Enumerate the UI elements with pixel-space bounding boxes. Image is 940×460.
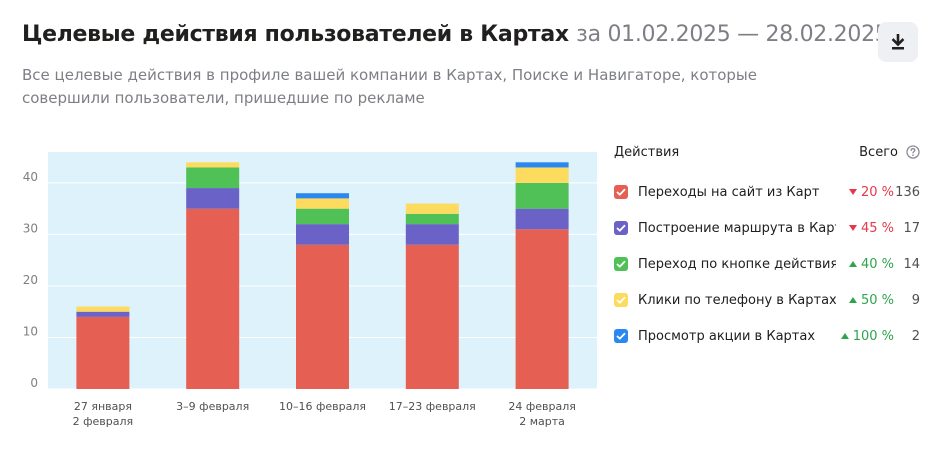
y-tick-label: 20 (23, 273, 38, 287)
triangle-down-icon (848, 225, 857, 231)
legend-item-delta: 20 % (840, 185, 894, 200)
x-tick-label: 2 февраля (73, 415, 134, 428)
page-subtitle: Все целевые действия в профиле вашей ком… (22, 66, 757, 107)
y-tick-label: 40 (23, 170, 38, 184)
bar-segment (76, 311, 130, 317)
legend-item-delta: 45 % (840, 221, 894, 236)
bar-segment (186, 188, 240, 209)
triangle-up-icon (848, 297, 857, 303)
legend-item-delta-value: 40 % (860, 256, 894, 272)
bar-segment (186, 162, 240, 168)
legend-item[interactable]: Построение маршрута в Картах 45 % 17 (614, 210, 920, 246)
x-tick-label: 2 марта (519, 415, 565, 428)
legend-item-delta-value: 100 % (852, 328, 894, 344)
bar-segment (296, 244, 349, 389)
title-text: Целевые действия пользователей в Картах (22, 22, 569, 47)
legend-item-delta-value: 20 % (860, 184, 894, 200)
legend-item-label: Построение маршрута в Картах (638, 220, 836, 236)
bar-segment (515, 167, 569, 183)
legend-item-delta-value: 50 % (860, 292, 894, 308)
x-tick-label: 3–9 февраля (176, 400, 249, 413)
bar-segment (405, 203, 459, 214)
legend-item-total: 14 (903, 256, 920, 272)
x-tick-label: 27 января (74, 400, 132, 413)
legend-item[interactable]: Просмотр акции в Картах 100 % 2 (614, 318, 920, 354)
legend-item-label: Переход по кнопке действия из Карт (638, 256, 836, 272)
legend-item-label: Просмотр акции в Картах (638, 328, 816, 344)
period-text: за 01.02.2025 — 28.02.2025 (576, 22, 889, 47)
triangle-down-icon (848, 189, 857, 195)
legend-item-delta: 40 % (840, 257, 894, 272)
legend-checkbox[interactable] (614, 257, 628, 271)
check-icon (616, 296, 626, 304)
bar-segment (296, 224, 349, 245)
download-button[interactable] (878, 22, 918, 62)
legend-checkbox[interactable] (614, 221, 628, 235)
triangle-up-icon (840, 333, 849, 339)
legend-item-label: Клики по телефону в Картах (638, 292, 836, 308)
bar-segment (515, 208, 569, 230)
legend: Действия Всего Переходы на сайт из Карт 2… (614, 140, 920, 354)
check-icon (616, 188, 626, 196)
legend-item-delta: 100 % (840, 329, 894, 344)
check-icon (616, 332, 626, 340)
bar-segment (405, 213, 459, 225)
stacked-bar-chart: 0 10 20 30 40 27 января 2 февраля 3–9 февраля 10… (23, 152, 597, 428)
legend-item[interactable]: Клики по телефону в Картах 50 % 9 (614, 282, 920, 318)
page-title: Целевые действия пользователей в Картах … (22, 22, 889, 47)
legend-actions-label: Действия (614, 144, 680, 160)
legend-item[interactable]: Переход по кнопке действия из Карт 40 % 14 (614, 246, 920, 282)
bar-segment (186, 208, 240, 389)
legend-item-label: Переходы на сайт из Карт (638, 184, 820, 200)
y-tick-label: 30 (23, 221, 38, 235)
bar-segment (515, 229, 569, 389)
question-circle-icon[interactable] (906, 145, 920, 159)
bar-segment (405, 244, 459, 389)
legend-item[interactable]: Переходы на сайт из Карт 20 % 136 (614, 174, 920, 210)
x-tick-label: 24 февраля (508, 400, 576, 413)
bar-segment (405, 224, 459, 245)
bar-segment (296, 193, 349, 199)
legend-checkbox[interactable] (614, 185, 628, 199)
y-tick-label: 0 (30, 376, 38, 390)
legend-item-total: 9 (911, 292, 920, 308)
x-tick-label: 10–16 февраля (279, 400, 366, 413)
legend-item-delta: 50 % (840, 293, 894, 308)
legend-item-total: 136 (895, 184, 920, 200)
legend-checkbox[interactable] (614, 329, 628, 343)
legend-total-label: Всего (859, 144, 898, 160)
bar-segment (76, 306, 130, 312)
legend-item-delta-value: 45 % (860, 220, 894, 236)
legend-checkbox[interactable] (614, 293, 628, 307)
bar-segment (296, 208, 349, 225)
legend-item-total: 17 (903, 220, 920, 236)
bar-segment (515, 162, 569, 168)
download-icon (891, 34, 905, 50)
triangle-up-icon (848, 261, 857, 267)
bar-segment (296, 198, 349, 209)
check-icon (616, 224, 626, 232)
bar-segment (515, 182, 569, 209)
bar-segment (186, 167, 240, 189)
bar-segment (76, 316, 130, 389)
x-tick-label: 17–23 февраля (389, 400, 476, 413)
y-tick-label: 10 (23, 324, 38, 338)
legend-item-total: 2 (911, 328, 920, 344)
check-icon (616, 260, 626, 268)
legend-header: Действия Всего (614, 140, 920, 164)
